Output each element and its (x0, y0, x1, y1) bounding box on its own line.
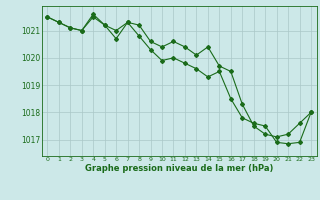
X-axis label: Graphe pression niveau de la mer (hPa): Graphe pression niveau de la mer (hPa) (85, 164, 273, 173)
